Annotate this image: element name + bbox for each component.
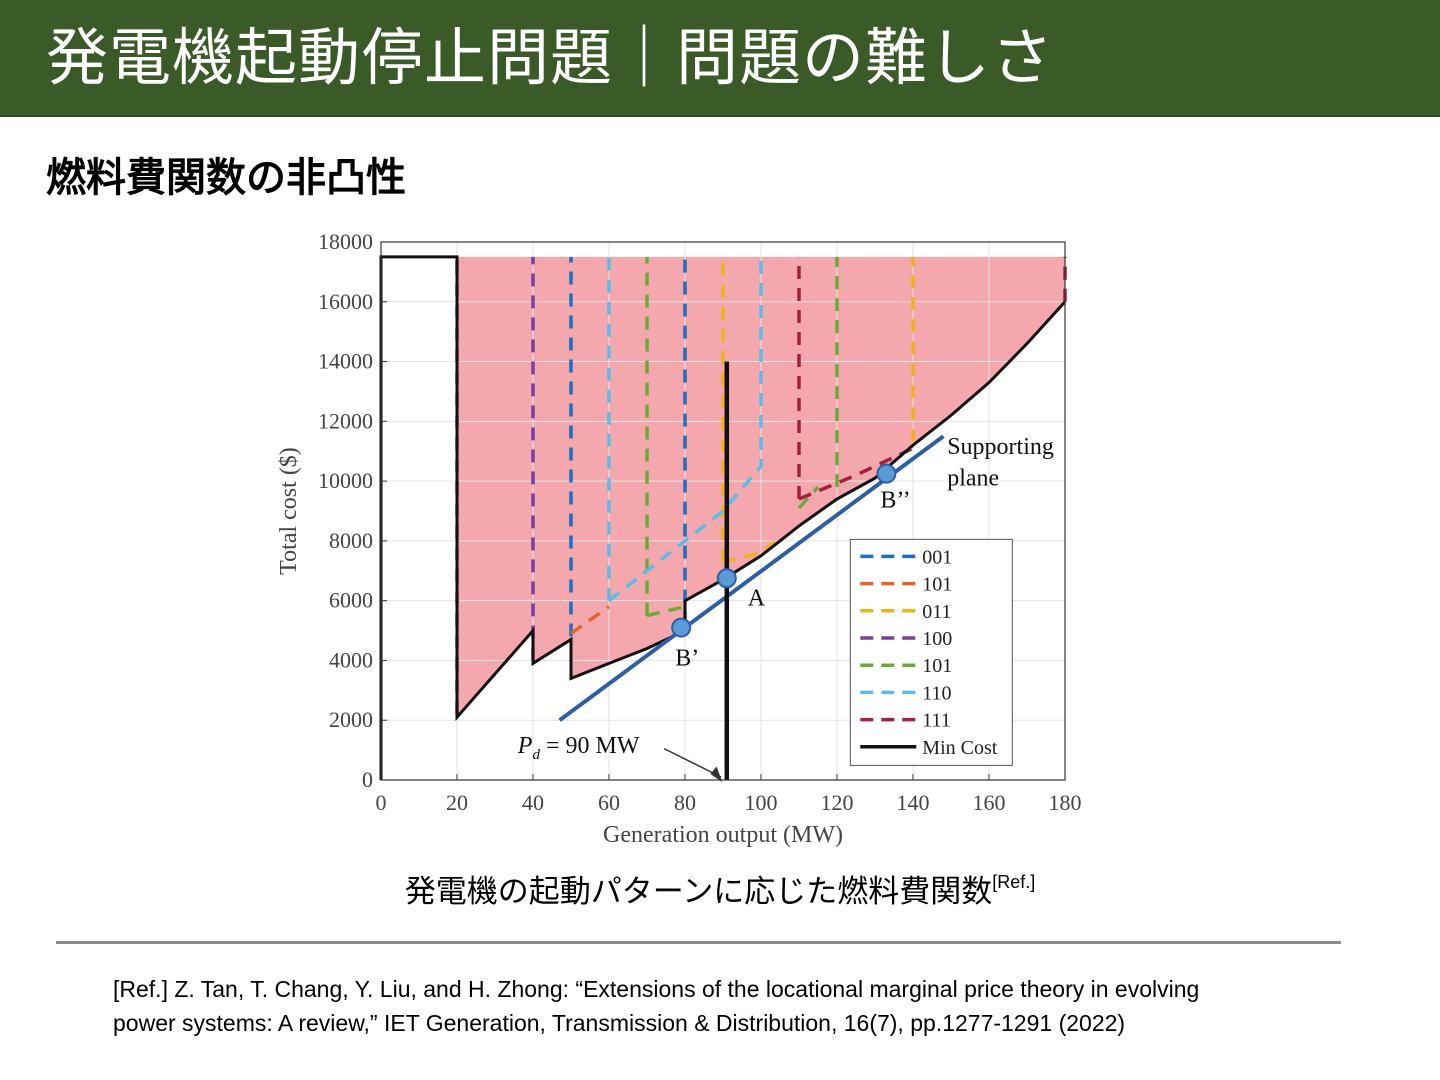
legend-label: 001 xyxy=(922,546,952,568)
y-tick-label: 8000 xyxy=(329,528,373,553)
x-tick-label: 40 xyxy=(522,790,544,815)
reference-line-2: power systems: A review,” IET Generation… xyxy=(113,1010,1126,1036)
legend-box xyxy=(849,538,1013,766)
caption-text: 発電機の起動パターンに応じた燃料費関数 xyxy=(404,874,993,910)
point-label-a: A xyxy=(748,585,766,611)
x-tick-label: 60 xyxy=(598,790,620,815)
pd-annotation: Pd = 90 MW xyxy=(517,733,640,763)
x-tick-label: 180 xyxy=(1049,790,1082,815)
fuel-cost-chart: 0 20 40 60 80 100 120 140 160 180 0 2000 4000 6000 800… xyxy=(276,229,1082,848)
x-tick-label: 100 xyxy=(745,790,778,815)
y-tick-label: 6000 xyxy=(329,588,373,613)
reference-block: [Ref.] Z. Tan, T. Chang, Y. Liu, and H. … xyxy=(113,972,1343,1040)
title-bar: 発電機起動停止問題｜問題の難しさ xyxy=(0,0,1440,117)
series-110-segment xyxy=(607,256,763,603)
legend-label: 110 xyxy=(922,682,951,704)
legend-label: 100 xyxy=(922,628,952,650)
y-tick-label: 12000 xyxy=(318,408,373,433)
point-marker xyxy=(876,463,897,484)
legend-label: 011 xyxy=(922,601,951,623)
legend-label: 101 xyxy=(922,574,952,596)
y-tick-label: 16000 xyxy=(318,289,373,314)
x-tick-label: 140 xyxy=(897,790,930,815)
divider-line xyxy=(56,941,1341,944)
x-tick-label: 0 xyxy=(376,790,387,815)
slide-title: 発電機起動停止問題｜問題の難しさ xyxy=(46,21,1055,94)
pd-arrow-line xyxy=(663,747,722,778)
pd-arrow-head xyxy=(710,766,723,782)
figure-caption: 発電機の起動パターンに応じた燃料費関数[Ref.] xyxy=(0,860,1440,914)
point-marker xyxy=(716,568,737,589)
axes-frame xyxy=(380,241,1066,781)
y-tick-label: 18000 xyxy=(318,229,373,254)
pd-value: = 90 MW xyxy=(540,733,640,759)
section-subtitle: 燃料費関数の非凸性 xyxy=(46,155,406,201)
series-011-segment xyxy=(722,536,782,564)
x-tick-label: 80 xyxy=(674,790,696,815)
y-axis-label: Total cost ($) xyxy=(276,447,302,575)
pd-symbol: P xyxy=(517,733,533,759)
y-tick-label: 2000 xyxy=(329,707,373,732)
pd-subscript: d xyxy=(532,747,540,763)
caption-ref: [Ref.] xyxy=(992,872,1036,892)
supporting-plane-line xyxy=(558,434,945,722)
x-tick-label: 160 xyxy=(973,790,1006,815)
reference-line-1: [Ref.] Z. Tan, T. Chang, Y. Liu, and H. … xyxy=(113,976,1200,1002)
y-tick-label: 14000 xyxy=(318,349,373,374)
series-101-segment xyxy=(569,605,611,635)
legend-label: Min Cost xyxy=(922,737,997,759)
point-label-b-prime: B’ xyxy=(675,646,699,672)
series-101-segment xyxy=(797,485,820,510)
point-marker xyxy=(671,617,692,638)
x-axis-label: Generation output (MW) xyxy=(603,822,843,848)
x-tick-label: 20 xyxy=(446,790,468,815)
supporting-plane-label-1: Supporting xyxy=(947,434,1054,460)
y-tick-label: 0 xyxy=(362,767,373,792)
y-tick-label: 10000 xyxy=(318,468,373,493)
y-tick-label: 4000 xyxy=(329,647,373,672)
point-label-b-double-prime: B’’ xyxy=(880,488,910,514)
legend-label: 101 xyxy=(922,655,952,677)
legend-label: 111 xyxy=(922,710,951,732)
min-cost-line xyxy=(379,255,1067,780)
x-tick-label: 120 xyxy=(821,790,854,815)
supporting-plane-label-2: plane xyxy=(947,466,999,492)
series-101-segment xyxy=(646,604,686,618)
